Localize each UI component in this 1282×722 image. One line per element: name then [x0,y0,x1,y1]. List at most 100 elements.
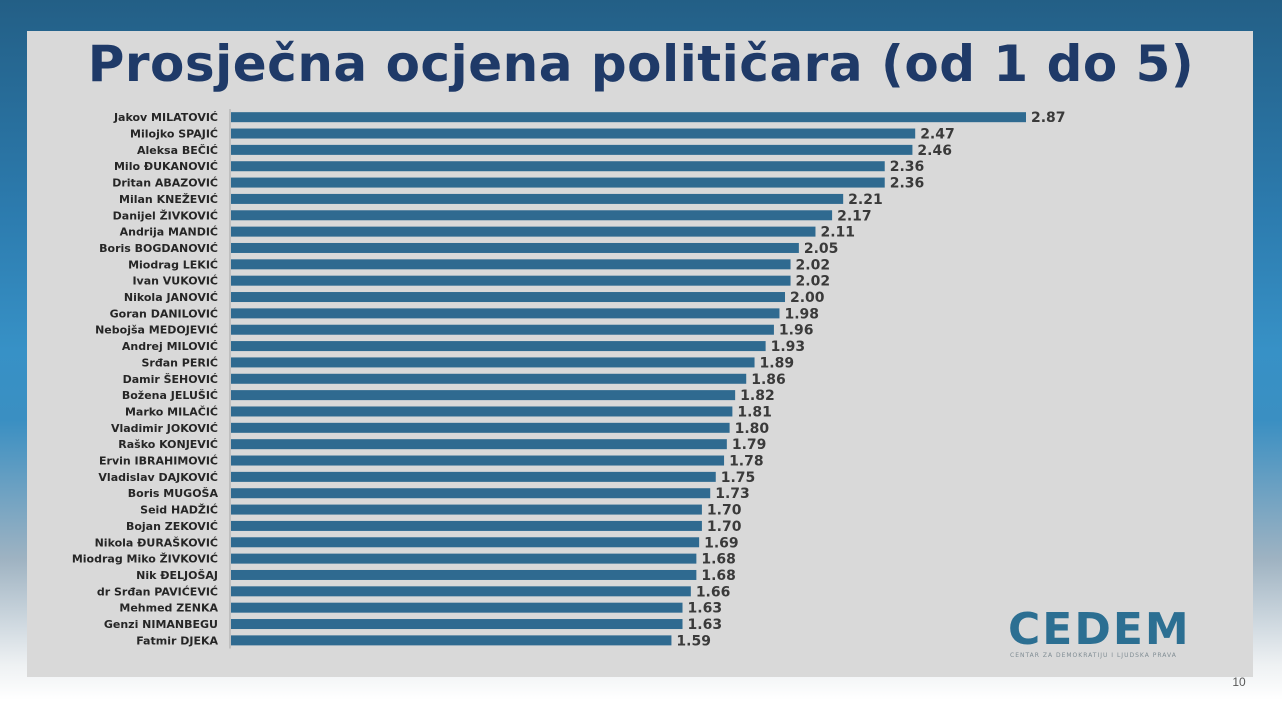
value-label: 1.63 [688,601,723,617]
value-label: 2.11 [820,225,855,241]
category-label: Andrija MANDIĆ [120,226,218,239]
value-label: 1.98 [784,306,819,322]
value-label: 2.21 [848,192,883,208]
bar [231,488,711,499]
category-label: Boris BOGDANOVIĆ [99,242,218,255]
bar [231,619,683,630]
value-label: 2.46 [917,143,952,159]
value-label: 2.47 [920,127,955,143]
value-label: 1.89 [760,355,795,371]
bar [231,504,702,515]
chart-panel [27,31,1253,677]
value-label: 1.63 [688,617,723,633]
bar [231,471,716,482]
bar [231,586,691,597]
category-label: Milan KNEŽEVIĆ [119,193,218,206]
value-label: 2.00 [790,290,825,306]
category-label: Genzi NIMANBEGU [104,618,218,631]
value-label: 1.80 [735,421,770,437]
value-label: 1.69 [704,535,739,551]
value-label: 1.82 [740,388,775,404]
value-label: 2.36 [890,159,925,175]
category-label: Miodrag Miko ŽIVKOVIĆ [72,553,218,566]
value-label: 1.78 [729,454,764,470]
value-label: 1.68 [701,568,736,584]
bars-layer: Jakov MILATOVIĆ 2.87 Milojko SPAJIĆ 2.47 Ale… [72,109,1066,649]
bar [231,635,672,646]
category-label: Nikola ĐURAŠKOVIĆ [95,536,218,549]
category-label: Bojan ZEKOVIĆ [126,520,218,533]
category-label: Marko MILAČIĆ [125,405,218,418]
bar [231,210,833,221]
bar [231,422,730,433]
bar [231,520,702,531]
bar [231,537,700,548]
category-label: Danijel ŽIVKOVIĆ [113,209,218,222]
bar [231,193,844,204]
category-label: Nikola JANOVIĆ [124,291,218,304]
category-label: Goran DANILOVIĆ [110,307,218,320]
category-label: Dritan ABAZOVIĆ [112,177,218,190]
value-label: 1.75 [721,470,756,486]
bar [231,226,816,237]
category-label: Aleksa BEČIĆ [137,144,218,157]
value-label: 1.70 [707,503,742,519]
category-label: Milojko SPAJIĆ [130,128,218,141]
bar [231,455,725,466]
category-label: Fatmir DJEKA [136,634,218,647]
value-label: 1.73 [715,486,750,502]
category-label: Jakov MILATOVIĆ [113,111,218,124]
cedem-logo: CEDEM CENTAR ZA DEMOKRATIJU I LJUDSKA PR… [1008,606,1198,666]
bar [231,341,766,352]
bar [231,275,791,286]
chart-title: Prosječna ocjena političara (od 1 do 5) [87,35,1195,93]
value-label: 2.05 [804,241,839,257]
value-label: 2.17 [837,208,872,224]
category-label: Božena JELUŠIĆ [122,389,218,402]
bar [231,390,736,401]
category-label: Andrej MILOVIĆ [122,340,218,353]
category-label: Nik ĐELJOŠAJ [136,569,218,582]
category-label: Seid HADŽIĆ [140,504,218,517]
value-label: 2.36 [890,176,925,192]
category-label: Miodrag LEKIĆ [128,258,218,271]
category-label: Mehmed ZENKA [119,602,218,615]
value-label: 2.87 [1031,110,1066,126]
value-label: 1.79 [732,437,767,453]
value-label: 1.86 [751,372,786,388]
bar [231,553,697,564]
category-label: Raško KONJEVIĆ [118,438,218,451]
bar [231,128,916,139]
value-label: 1.96 [779,323,814,339]
category-label: Boris MUGOŠA [128,487,219,500]
bar [231,161,885,172]
logo-subtitle: CENTAR ZA DEMOKRATIJU I LJUDSKA PRAVA [1010,652,1177,659]
value-label: 2.02 [796,274,831,290]
category-label: Ervin IBRAHIMOVIĆ [99,455,218,468]
value-label: 1.59 [676,633,711,649]
bar [231,324,774,335]
bar [231,242,799,253]
category-label: Damir ŠEHOVIĆ [123,373,218,386]
category-label: Milo ĐUKANOVIĆ [114,160,218,173]
value-label: 1.68 [701,552,736,568]
bar [231,308,780,319]
category-label: Nebojša MEDOJEVIĆ [95,324,218,337]
bar [231,569,697,580]
category-label: Vladislav DAJKOVIĆ [98,471,218,484]
category-label: Vladimir JOKOVIĆ [111,422,218,435]
bar [231,177,885,188]
logo-wordmark: CEDEM [1008,604,1191,655]
bar [231,602,683,613]
bar [231,112,1026,123]
bar [231,406,733,417]
page-number: 10 [1232,675,1246,689]
category-label: dr Srđan PAVIĆEVIĆ [97,585,218,598]
bar [231,259,791,270]
bar [231,373,747,384]
value-label: 1.93 [771,339,806,355]
bar [231,144,913,155]
value-label: 2.02 [796,257,831,273]
bar [231,357,755,368]
